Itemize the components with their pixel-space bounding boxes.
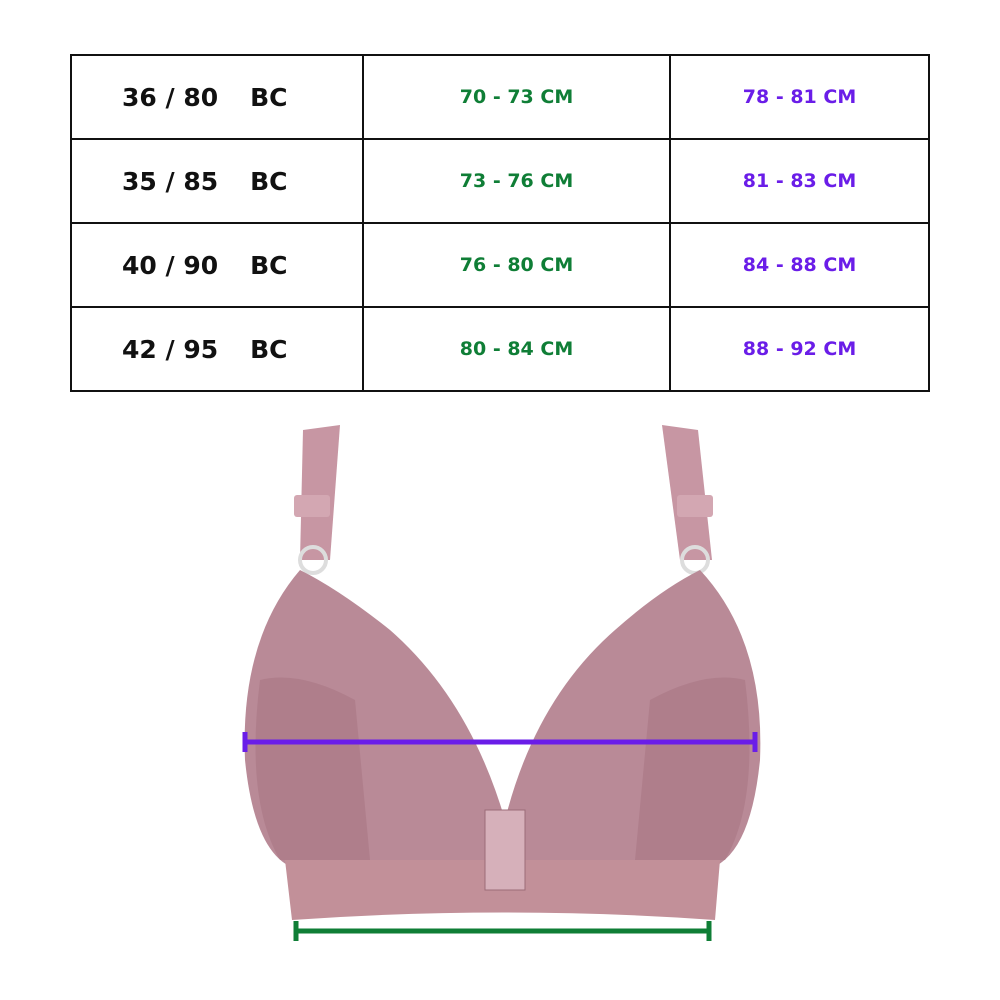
underbust-cell: 76 - 80 CM: [362, 222, 671, 308]
left-strap: [294, 425, 340, 575]
cup-label: BC: [250, 250, 288, 280]
bust-cell: 84 - 88 CM: [669, 222, 930, 308]
cup-label: BC: [250, 166, 288, 196]
table-row: 35 / 85 BC 73 - 76 CM 81 - 83 CM: [70, 138, 930, 224]
front-hook-closure: [484, 809, 526, 891]
size-label: 40 / 90: [122, 250, 219, 280]
underbust-cell: 73 - 76 CM: [362, 138, 671, 224]
cup-label: BC: [250, 82, 288, 112]
underbust-cell: 70 - 73 CM: [362, 54, 671, 140]
cup-label: BC: [250, 334, 288, 364]
table-row: 36 / 80 BC 70 - 73 CM 78 - 81 CM: [70, 54, 930, 140]
bust-cell: 81 - 83 CM: [669, 138, 930, 224]
underbust-cell: 80 - 84 CM: [362, 306, 671, 392]
size-chart-table: 36 / 80 BC 70 - 73 CM 78 - 81 CM 35 / 85 B…: [70, 54, 930, 392]
size-cell: 40 / 90 BC: [70, 222, 364, 308]
size-label: 36 / 80: [122, 82, 219, 112]
size-cell: 42 / 95 BC: [70, 306, 364, 392]
right-strap: [662, 425, 713, 575]
bust-cell: 78 - 81 CM: [669, 54, 930, 140]
size-cell: 35 / 85 BC: [70, 138, 364, 224]
size-cell: 36 / 80 BC: [70, 54, 364, 140]
size-label: 42 / 95: [122, 334, 219, 364]
table-row: 42 / 95 BC 80 - 84 CM 88 - 92 CM: [70, 306, 930, 392]
bust-cell: 88 - 92 CM: [669, 306, 930, 392]
size-label: 35 / 85: [122, 166, 219, 196]
table-row: 40 / 90 BC 76 - 80 CM 84 - 88 CM: [70, 222, 930, 308]
bra-product-image: [242, 425, 761, 941]
